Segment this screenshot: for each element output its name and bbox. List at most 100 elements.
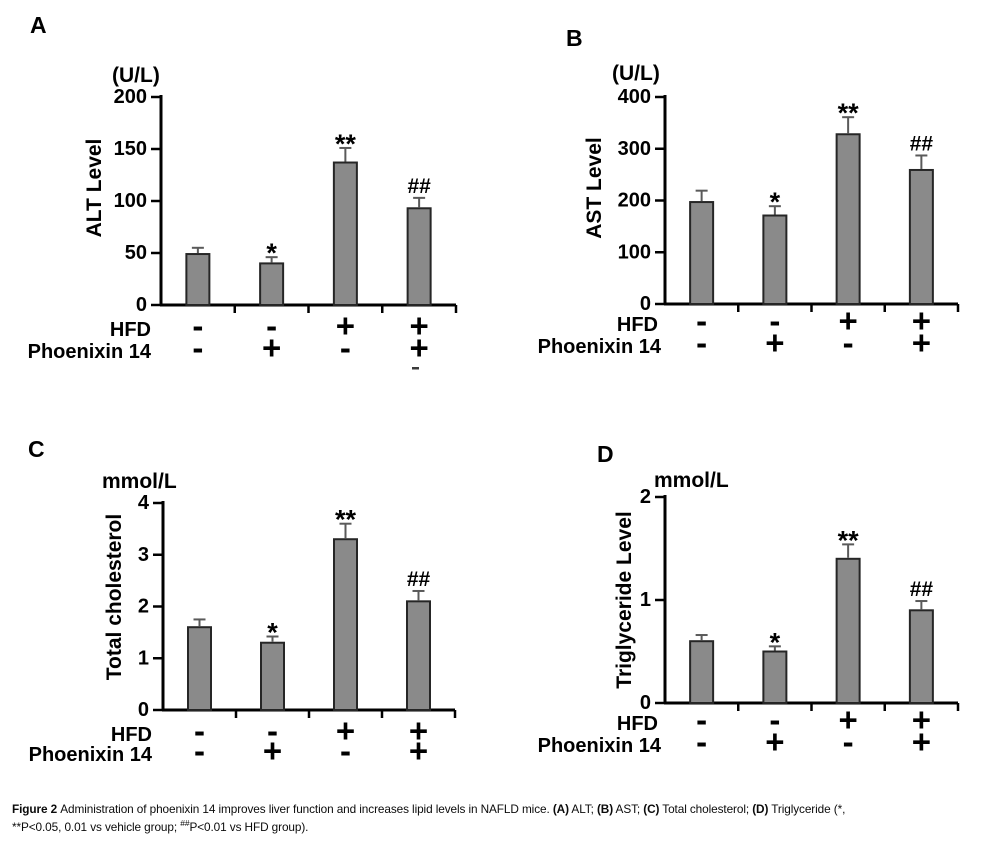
caption-text: Administration of phoenixin 14 improves …: [60, 802, 553, 816]
caption-text: AST;: [613, 802, 644, 816]
bar-C-4: [406, 600, 431, 712]
treatment-symbol: -: [340, 329, 351, 366]
y-axis-title: ALT Level: [83, 139, 106, 238]
caption-superscript: ##: [180, 817, 190, 828]
y-axis-unit-label: mmol/L: [654, 469, 729, 492]
treatment-symbol: -: [769, 701, 780, 738]
y-axis-title: AST Level: [583, 137, 606, 239]
treatment-symbol: +: [912, 701, 931, 738]
y-tick-label: 3: [138, 544, 149, 566]
significance-label: *: [770, 187, 781, 217]
significance-label: *: [267, 618, 278, 648]
row-label-hfd: HFD: [617, 713, 658, 735]
treatment-symbol: +: [409, 329, 428, 366]
y-tick-label: 0: [136, 294, 147, 316]
significance-label: **: [335, 505, 357, 535]
row-label-phoenixin: Phoenixin 14: [538, 735, 662, 757]
treatment-symbol: -: [843, 723, 854, 760]
caption-bold-text: (C): [643, 802, 660, 816]
bar-C-1: [187, 626, 212, 712]
bar-D-1: [689, 640, 715, 705]
significance-label: ##: [407, 175, 431, 198]
y-tick-label: 300: [618, 138, 651, 160]
treatment-symbol: +: [912, 723, 931, 760]
treatment-symbol: +: [912, 324, 931, 361]
significance-label: **: [838, 98, 860, 128]
bar-A-1: [185, 253, 211, 306]
stray-mark: [412, 367, 419, 370]
treatment-symbol: +: [336, 712, 355, 749]
y-axis-unit-label: (U/L): [112, 64, 160, 87]
y-tick-label: 150: [114, 138, 147, 160]
y-tick-label: 50: [125, 242, 147, 264]
treatment-symbol: -: [194, 732, 205, 769]
treatment-symbol: +: [765, 723, 784, 760]
treatment-symbol: -: [266, 307, 277, 344]
y-tick-label: 400: [618, 86, 651, 108]
caption-text: ALT;: [568, 802, 597, 816]
figure-caption: Figure 2 Administration of phoenixin 14 …: [12, 801, 980, 836]
bar-A-4: [406, 207, 432, 306]
treatment-symbol: +: [409, 712, 428, 749]
significance-label: ##: [910, 578, 934, 601]
bar-A-2: [259, 262, 285, 306]
y-tick-label: 100: [618, 241, 651, 263]
treatment-symbol: -: [696, 723, 707, 760]
panel-letter-C: C: [28, 436, 45, 462]
treatment-symbol: -: [340, 732, 351, 769]
bar-B-3: [835, 133, 861, 305]
caption-bold-text: (B): [596, 802, 614, 816]
y-tick-label: 1: [640, 589, 651, 611]
significance-label: ##: [407, 568, 431, 591]
caption-text: **P<0.05, 0.01 vs vehicle group;: [12, 819, 181, 834]
panel-letter-B: B: [566, 25, 583, 51]
y-tick-label: 2: [640, 486, 651, 508]
treatment-symbol: +: [409, 732, 428, 769]
panel-letter-A: A: [30, 12, 47, 38]
treatment-symbol: -: [843, 324, 854, 361]
treatment-symbol: +: [912, 302, 931, 339]
significance-label: *: [266, 238, 277, 268]
y-tick-label: 1: [138, 647, 149, 669]
y-axis-title: Triglyceride Level: [613, 511, 636, 688]
caption-text: P<0.01 vs HFD group).: [189, 819, 309, 834]
y-axis-unit-label: mmol/L: [102, 470, 177, 493]
row-label-hfd: HFD: [110, 319, 151, 341]
bar-B-4: [908, 168, 934, 305]
caption-text: Triglyceride (*,: [768, 802, 846, 816]
treatment-symbol: -: [192, 329, 203, 366]
row-label-phoenixin: Phoenixin 14: [538, 336, 662, 358]
row-label-hfd: HFD: [617, 314, 658, 336]
panel-letter-D: D: [597, 441, 614, 467]
significance-label: *: [770, 627, 781, 657]
bar-A-3: [332, 161, 358, 306]
y-tick-label: 0: [640, 293, 651, 315]
y-axis-unit-label: (U/L): [612, 62, 660, 85]
treatment-symbol: +: [765, 324, 784, 361]
y-tick-label: 200: [114, 86, 147, 108]
y-tick-label: 2: [138, 596, 149, 618]
treatment-symbol: +: [262, 329, 281, 366]
y-tick-label: 4: [138, 492, 150, 514]
row-label-phoenixin: Phoenixin 14: [29, 744, 153, 766]
bar-D-2: [762, 650, 788, 704]
significance-label: **: [838, 525, 860, 555]
y-tick-label: 200: [618, 190, 651, 212]
bar-C-2: [260, 641, 285, 711]
significance-label: ##: [910, 132, 934, 155]
treatment-symbol: +: [336, 307, 355, 344]
caption-bold-text: Figure 2: [12, 802, 61, 816]
treatment-symbol: -: [194, 712, 205, 749]
treatment-symbol: -: [192, 307, 203, 344]
treatment-symbol: -: [696, 302, 707, 339]
bar-B-2: [762, 214, 788, 306]
caption-text: Total cholesterol;: [659, 802, 753, 816]
treatment-symbol: +: [409, 307, 428, 344]
y-tick-label: 100: [114, 190, 147, 212]
y-axis-title: Total cholesterol: [103, 514, 126, 680]
